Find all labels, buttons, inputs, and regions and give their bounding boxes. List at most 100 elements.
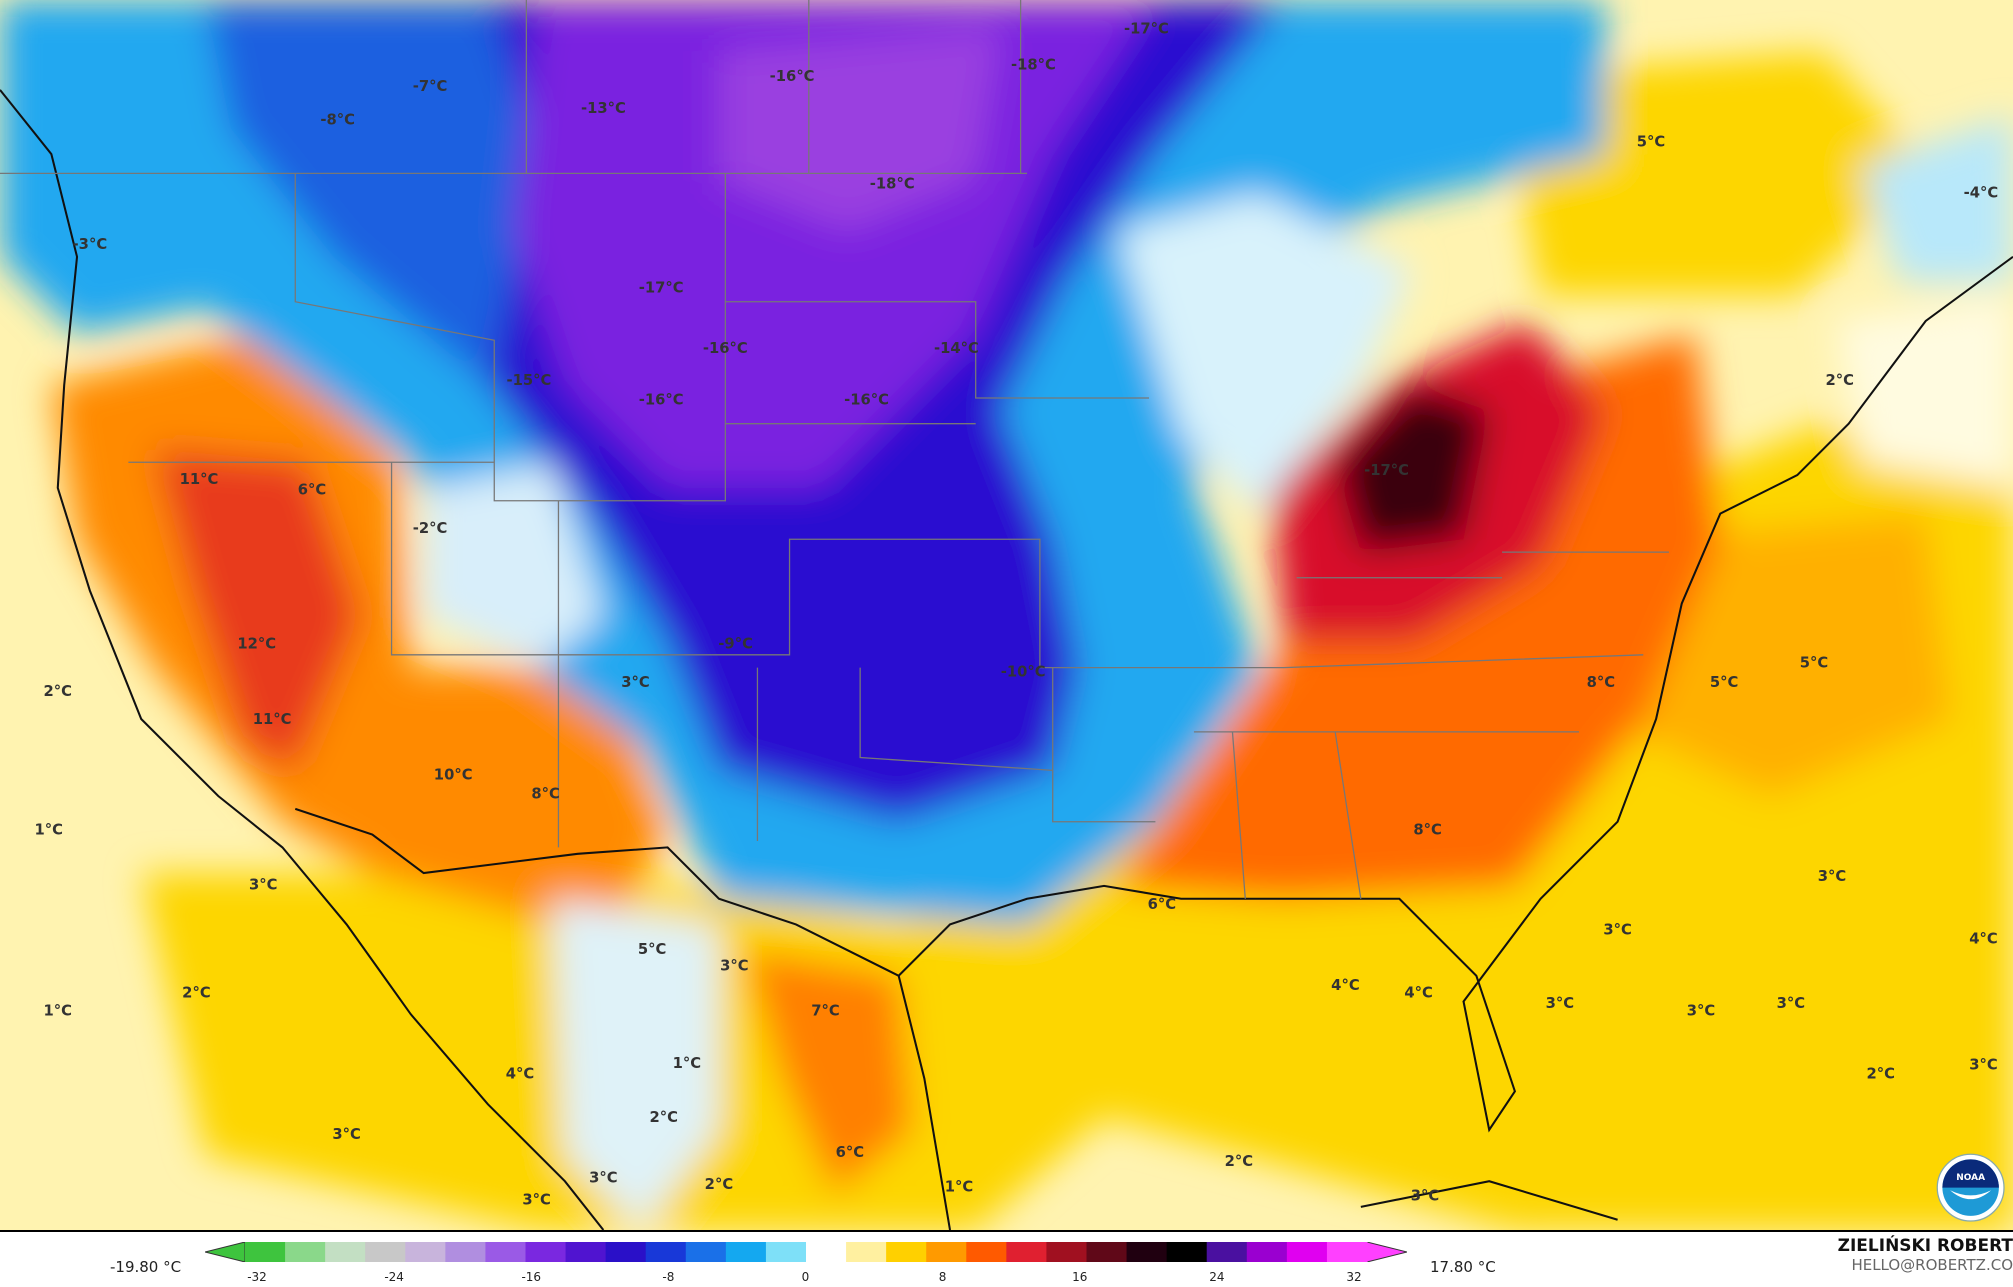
temperature-label: -8°C: [320, 112, 355, 129]
colorbar-swatch: [485, 1242, 526, 1262]
author-email[interactable]: HELLO@ROBERTZ.CO: [1851, 1256, 2013, 1274]
temperature-label: -17°C: [1124, 20, 1169, 37]
temperature-label: 3°C: [1818, 868, 1846, 885]
temperature-label: 4°C: [1331, 977, 1359, 994]
colorbar-swatch: [525, 1242, 567, 1262]
temperature-label: -7°C: [413, 78, 448, 95]
colorbar-swatch: [365, 1242, 406, 1262]
temperature-label: 3°C: [1687, 1003, 1715, 1020]
colorbar-tick: -32: [247, 1270, 267, 1284]
temperature-label: 6°C: [298, 481, 326, 498]
temperature-label: 2°C: [649, 1109, 677, 1126]
colorbar-swatch: [1326, 1242, 1368, 1262]
colorbar-max-label: 17.80 °C: [1430, 1258, 1496, 1276]
author-credit: ZIELIŃSKI ROBERT HELLO@ROBERTZ.CO: [1838, 1236, 2013, 1274]
colorbar-swatch: [445, 1242, 486, 1262]
state-borders: [0, 0, 1669, 899]
colorbar-swatch: [1286, 1242, 1328, 1262]
coastlines-and-borders: [0, 89, 2013, 1230]
temperature-label: -4°C: [1964, 185, 1999, 202]
temperature-label: 11°C: [253, 711, 292, 728]
temperature-label: 4°C: [506, 1065, 534, 1082]
colorbar-swatch: [1126, 1242, 1168, 1262]
colorbar-swatch: [565, 1242, 607, 1262]
colorbar-tick: -16: [521, 1270, 542, 1284]
colorbar-min-arrow: [205, 1242, 246, 1262]
colorbar-swatch: [1006, 1242, 1047, 1262]
temperature-label: 10°C: [434, 766, 473, 783]
temperature-label: 1°C: [945, 1178, 973, 1195]
colorbar-swatch: [926, 1242, 967, 1262]
colorbar-tick: -8: [662, 1270, 675, 1284]
temperature-label: 5°C: [1800, 655, 1828, 672]
colorbar-tick: 24: [1209, 1270, 1225, 1284]
temperature-label: 5°C: [1710, 674, 1738, 691]
temperature-label: 4°C: [1969, 931, 1997, 948]
temperature-label: -17°C: [1364, 462, 1409, 479]
colorbar-swatch: [325, 1242, 366, 1262]
colorbar-tick: 32: [1346, 1270, 1362, 1284]
temperature-label: 1°C: [35, 822, 63, 839]
temperature-label: 8°C: [1587, 674, 1615, 691]
temperature-label: 11°C: [180, 471, 219, 488]
temperature-label: -16°C: [639, 391, 684, 408]
colorbar-swatch: [1206, 1242, 1248, 1262]
temperature-label: 8°C: [1413, 822, 1441, 839]
author-name: ZIELIŃSKI ROBERT: [1837, 1236, 2013, 1256]
temperature-label: -10°C: [1001, 664, 1046, 681]
temperature-label: 12°C: [237, 635, 276, 652]
colorbar-swatch: [245, 1242, 286, 1262]
temperature-label: -16°C: [770, 68, 815, 85]
temperature-label: 3°C: [720, 958, 748, 975]
colorbar: [205, 1242, 1407, 1262]
noaa-logo-text: NOAA: [1956, 1173, 1985, 1183]
temperature-label: 6°C: [1148, 896, 1176, 913]
colorbar-swatch: [685, 1242, 727, 1262]
temperature-label: 3°C: [1969, 1057, 1997, 1074]
colorbar-swatch: [1246, 1242, 1288, 1262]
temperature-label: 2°C: [44, 683, 72, 700]
temperature-label: 3°C: [621, 674, 649, 691]
temperature-label: 3°C: [589, 1169, 617, 1186]
temperature-label: -17°C: [639, 280, 684, 297]
colorbar-swatch: [405, 1242, 446, 1262]
temperature-label: 3°C: [1411, 1187, 1439, 1204]
colorbar-swatch: [886, 1242, 927, 1262]
colorbar-swatch: [846, 1242, 887, 1262]
temperature-label: -13°C: [581, 100, 626, 117]
colorbar-swatch: [765, 1242, 807, 1262]
temperature-fields: [0, 0, 2013, 1230]
temperature-label: 2°C: [705, 1176, 733, 1193]
temperature-label: 1°C: [673, 1055, 701, 1072]
colorbar-swatch: [806, 1242, 847, 1262]
temperature-label: 1°C: [44, 1003, 72, 1020]
temperature-label: 2°C: [1225, 1153, 1253, 1170]
colorbar-tick: -24: [384, 1270, 404, 1284]
temperature-label: 2°C: [1867, 1065, 1895, 1082]
temperature-label: -2°C: [413, 520, 448, 537]
temperature-map: -7°C -8°C -13°C -16°C -18°C -17°C 5°C -4°C -3°C -…: [0, 0, 2013, 1232]
colorbar-swatch: [605, 1242, 647, 1262]
temperature-label: 3°C: [332, 1126, 360, 1143]
temperature-label: -3°C: [73, 236, 108, 253]
temperature-label: 8°C: [531, 786, 559, 803]
temperature-label: -15°C: [506, 372, 551, 389]
colorbar-tick: 0: [801, 1270, 810, 1284]
temperature-label: 5°C: [638, 941, 666, 958]
temperature-label: 3°C: [249, 877, 277, 894]
noaa-logo: NOAA: [1936, 1153, 2005, 1222]
temperature-label: -16°C: [703, 340, 748, 357]
temperature-label: -9°C: [718, 635, 753, 652]
colorbar-swatch: [966, 1242, 1007, 1262]
temperature-label: 5°C: [1637, 133, 1665, 150]
colorbar-swatch: [1086, 1242, 1128, 1262]
temperature-label: 4°C: [1404, 985, 1432, 1002]
temperature-label: 3°C: [1546, 995, 1574, 1012]
colorbar-max-arrow: [1366, 1242, 1407, 1262]
temperature-label: -18°C: [1011, 56, 1056, 73]
temperature-label: 3°C: [522, 1191, 550, 1208]
colorbar-min-label: -19.80 °C: [110, 1258, 182, 1276]
colorbar-tick: 16: [1072, 1270, 1088, 1284]
colorbar-swatch: [725, 1242, 767, 1262]
temperature-label: 2°C: [1825, 372, 1853, 389]
